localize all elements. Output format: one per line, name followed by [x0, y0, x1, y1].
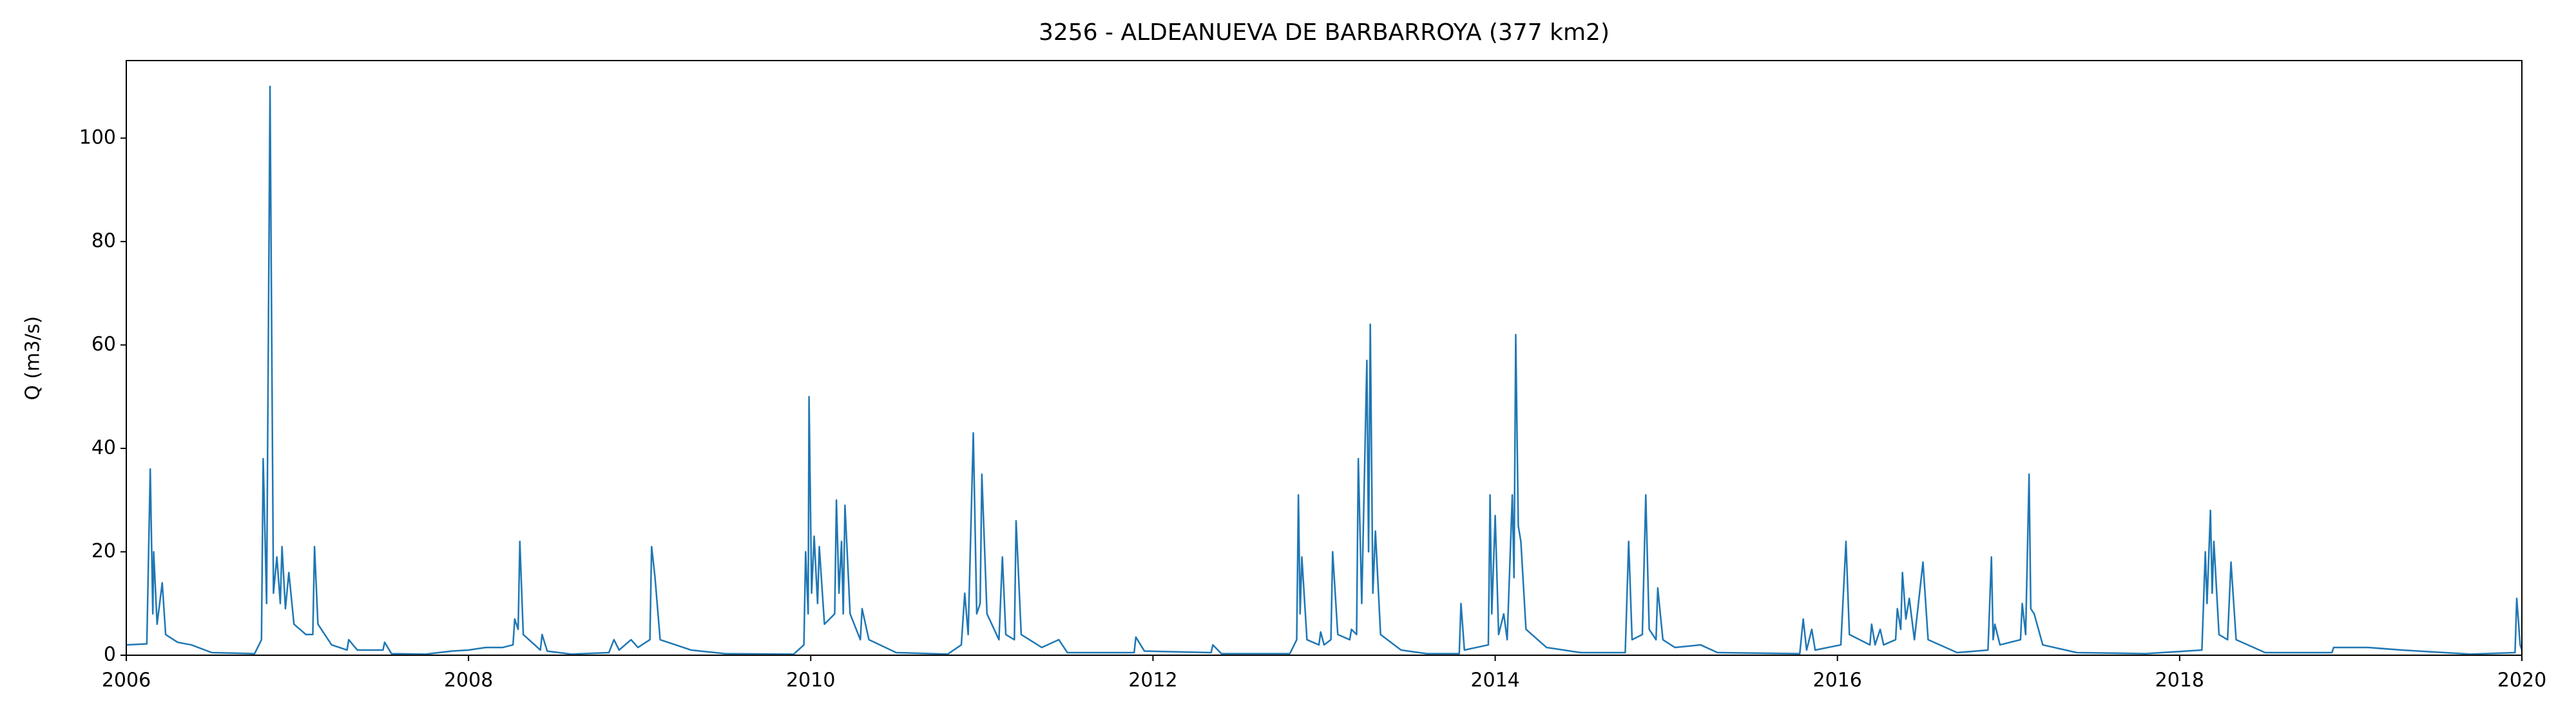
y-tick-label: 40	[91, 436, 116, 459]
data-line	[126, 85, 2523, 655]
x-tick-label: 2006	[102, 669, 151, 692]
x-tick-label: 2012	[1128, 669, 1177, 692]
y-tick-label: 0	[104, 644, 116, 666]
plot-frame	[126, 60, 2523, 656]
x-tick-label: 2018	[2155, 669, 2204, 692]
x-tick-label: 2020	[2497, 669, 2546, 692]
x-tick-label: 2014	[1470, 669, 1519, 692]
y-tick-label: 100	[79, 126, 116, 149]
x-tick-label: 2010	[786, 669, 835, 692]
y-tick-label: 20	[91, 540, 116, 562]
y-tick-label: 60	[91, 333, 116, 356]
x-tick-label: 2008	[444, 669, 493, 692]
chart-title: 3256 - ALDEANUEVA DE BARBARROYA (377 km2…	[1039, 19, 1610, 46]
y-axis-label: Q (m3/s)	[22, 316, 44, 401]
x-tick-label: 2016	[1813, 669, 1862, 692]
y-tick-label: 80	[91, 229, 116, 252]
